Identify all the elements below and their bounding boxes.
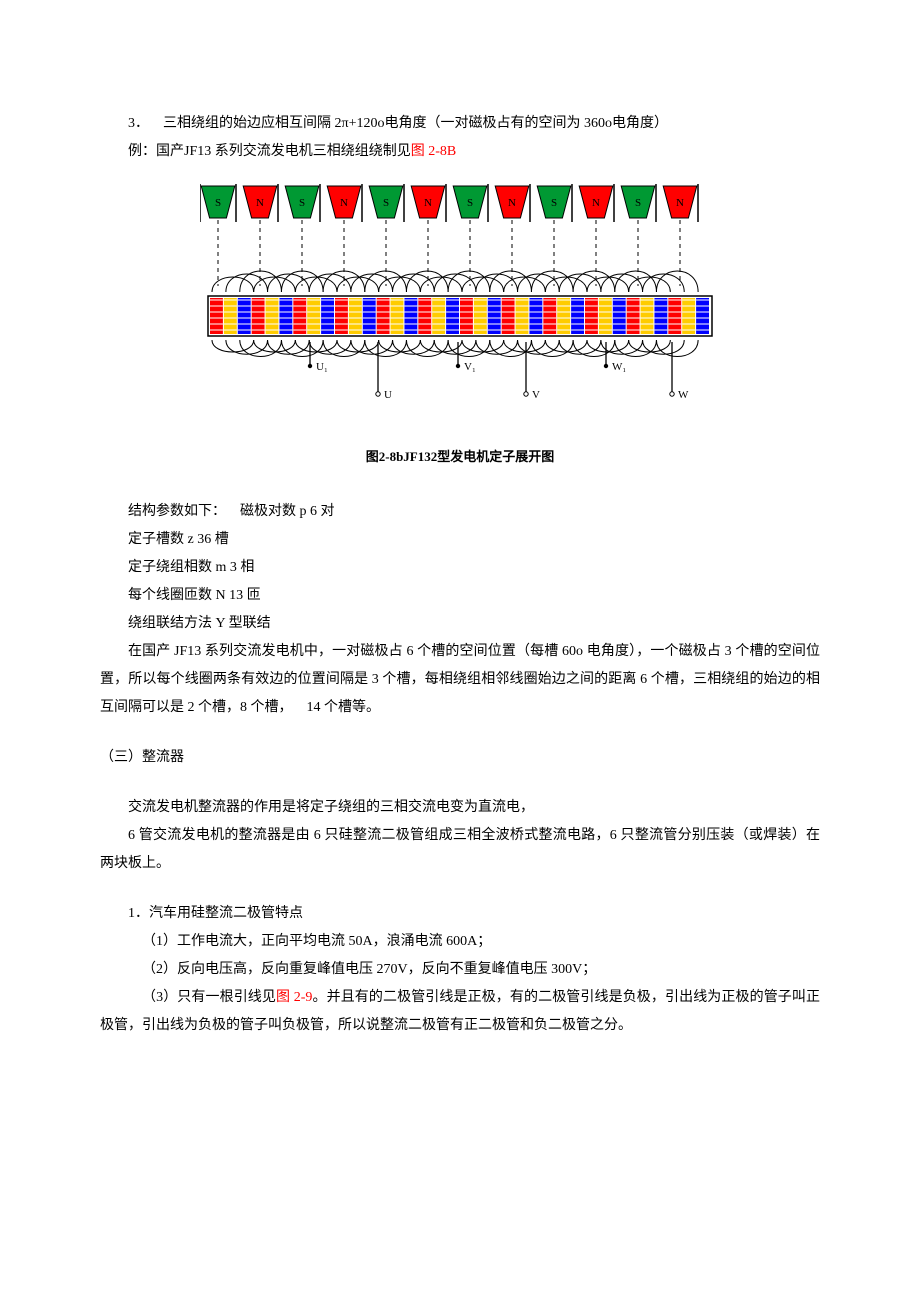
fig-ref-2-8b: 图 2-8B bbox=[411, 144, 457, 159]
para-rectifier-2: 6 管交流发电机的整流器是由 6 只硅整流二极管组成三相全波桥式整流电路，6 只… bbox=[100, 822, 820, 878]
svg-text:S: S bbox=[551, 197, 557, 209]
svg-text:W₁: W₁ bbox=[612, 361, 626, 373]
svg-text:U: U bbox=[384, 389, 392, 401]
svg-text:U₁: U₁ bbox=[316, 361, 328, 373]
svg-text:S: S bbox=[215, 197, 221, 209]
svg-text:S: S bbox=[383, 197, 389, 209]
svg-text:S: S bbox=[299, 197, 305, 209]
para-diode-3a: （3）只有一根引线见 bbox=[142, 990, 276, 1005]
para-explain: 在国产 JF13 系列交流发电机中，一对磁极占 6 个槽的空间位置（每槽 60o… bbox=[100, 638, 820, 722]
figure-2-8b: S N S N S N S N S N S N U₁ V₁ W₁ U V W 图2-8bJF132型发电机定子展开… bbox=[100, 178, 820, 470]
para-diode-heading: 1．汽车用硅整流二极管特点 bbox=[100, 900, 820, 928]
para-diode-2: （2）反向电压高，反向重复峰值电压 270V，反向不重复峰值电压 300V； bbox=[100, 956, 820, 984]
svg-text:N: N bbox=[592, 197, 600, 209]
para-example-text: 例：国产JF13 系列交流发电机三相绕组绕制见 bbox=[128, 144, 411, 159]
para-diode-3: （3）只有一根引线见图 2-9。并且有的二极管引线是正极，有的二极管引线是负极，… bbox=[100, 984, 820, 1040]
svg-text:N: N bbox=[676, 197, 684, 209]
param-turns: 每个线圈匝数 N 13 匝 bbox=[100, 582, 820, 610]
svg-text:N: N bbox=[256, 197, 264, 209]
svg-text:N: N bbox=[340, 197, 348, 209]
param-slots: 定子槽数 z 36 槽 bbox=[100, 526, 820, 554]
svg-text:S: S bbox=[467, 197, 473, 209]
svg-text:N: N bbox=[424, 197, 432, 209]
param-phases: 定子绕组相数 m 3 相 bbox=[100, 554, 820, 582]
param-poles: 结构参数如下： 磁极对数 p 6 对 bbox=[100, 498, 820, 526]
svg-text:N: N bbox=[508, 197, 516, 209]
fig-ref-2-9: 图 2-9 bbox=[276, 990, 312, 1005]
para-rectifier-1: 交流发电机整流器的作用是将定子绕组的三相交流电变为直流电， bbox=[100, 794, 820, 822]
svg-text:W: W bbox=[678, 389, 689, 401]
para-diode-1: （1）工作电流大，正向平均电流 50A，浪涌电流 600A； bbox=[100, 928, 820, 956]
svg-text:S: S bbox=[635, 197, 641, 209]
section-3-rectifier: （三）整流器 bbox=[100, 744, 820, 772]
para-example: 例：国产JF13 系列交流发电机三相绕组绕制见图 2-8B bbox=[100, 138, 820, 166]
figure-caption: 图2-8bJF132型发电机定子展开图 bbox=[366, 444, 555, 470]
svg-text:V₁: V₁ bbox=[464, 361, 476, 373]
svg-text:V: V bbox=[532, 389, 540, 401]
param-connection: 绕组联结方法 Y 型联结 bbox=[100, 610, 820, 638]
para-rule-3: 3． 三相绕组的始边应相互间隔 2π+120o电角度（一对磁极占有的空间为 36… bbox=[100, 110, 820, 138]
stator-diagram-svg: S N S N S N S N S N S N U₁ V₁ W₁ U V W bbox=[200, 178, 720, 438]
